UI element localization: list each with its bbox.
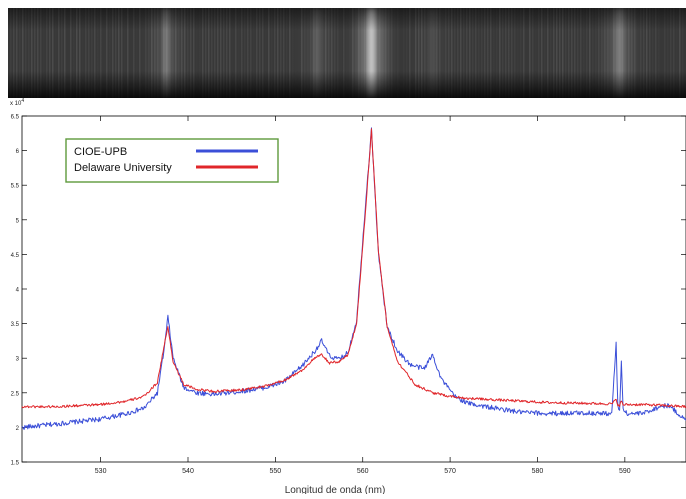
x-tick-label: 590: [619, 468, 631, 475]
y-tick-label: 3: [16, 357, 20, 363]
y-tick-label: 6: [16, 149, 20, 155]
spectrum-strip: [8, 8, 686, 98]
legend: CIOE-UPB Delaware University: [65, 138, 279, 183]
axis-ticks: 530 540 550 560 570 580 590 1.5 2 2.5 3 3.5 4 4.5 5 5.5…: [11, 115, 686, 475]
series-line-delaware: [21, 128, 686, 409]
x-tick-label: 570: [444, 468, 456, 475]
y-tick-label: 1.5: [11, 461, 20, 467]
x-tick-label: 540: [182, 468, 194, 475]
strip-shading: [8, 8, 686, 98]
y-tick-label: 6.5: [11, 115, 20, 121]
y-multiplier-label: x 104: [10, 98, 24, 107]
y-tick-label: 2: [16, 426, 20, 432]
y-tick-label: 2.5: [11, 391, 20, 397]
legend-box: [65, 138, 279, 183]
x-tick-label: 550: [270, 468, 282, 475]
legend-label-delaware: Delaware University: [74, 162, 172, 174]
series-line-cioe: [21, 127, 686, 430]
x-tick-label: 560: [357, 468, 369, 475]
legend-label-cioe: CIOE-UPB: [74, 146, 127, 158]
x-tick-label: 580: [532, 468, 544, 475]
y-tick-label: 4: [16, 288, 20, 294]
y-tick-label: 5: [16, 218, 20, 224]
y-tick-label: 3.5: [11, 322, 20, 328]
y-tick-label: 5.5: [11, 184, 20, 190]
x-tick-label: 530: [95, 468, 107, 475]
x-axis-label: Longitud de onda (nm): [285, 485, 386, 494]
series-lines: [21, 127, 686, 430]
y-tick-label: 4.5: [11, 253, 20, 259]
